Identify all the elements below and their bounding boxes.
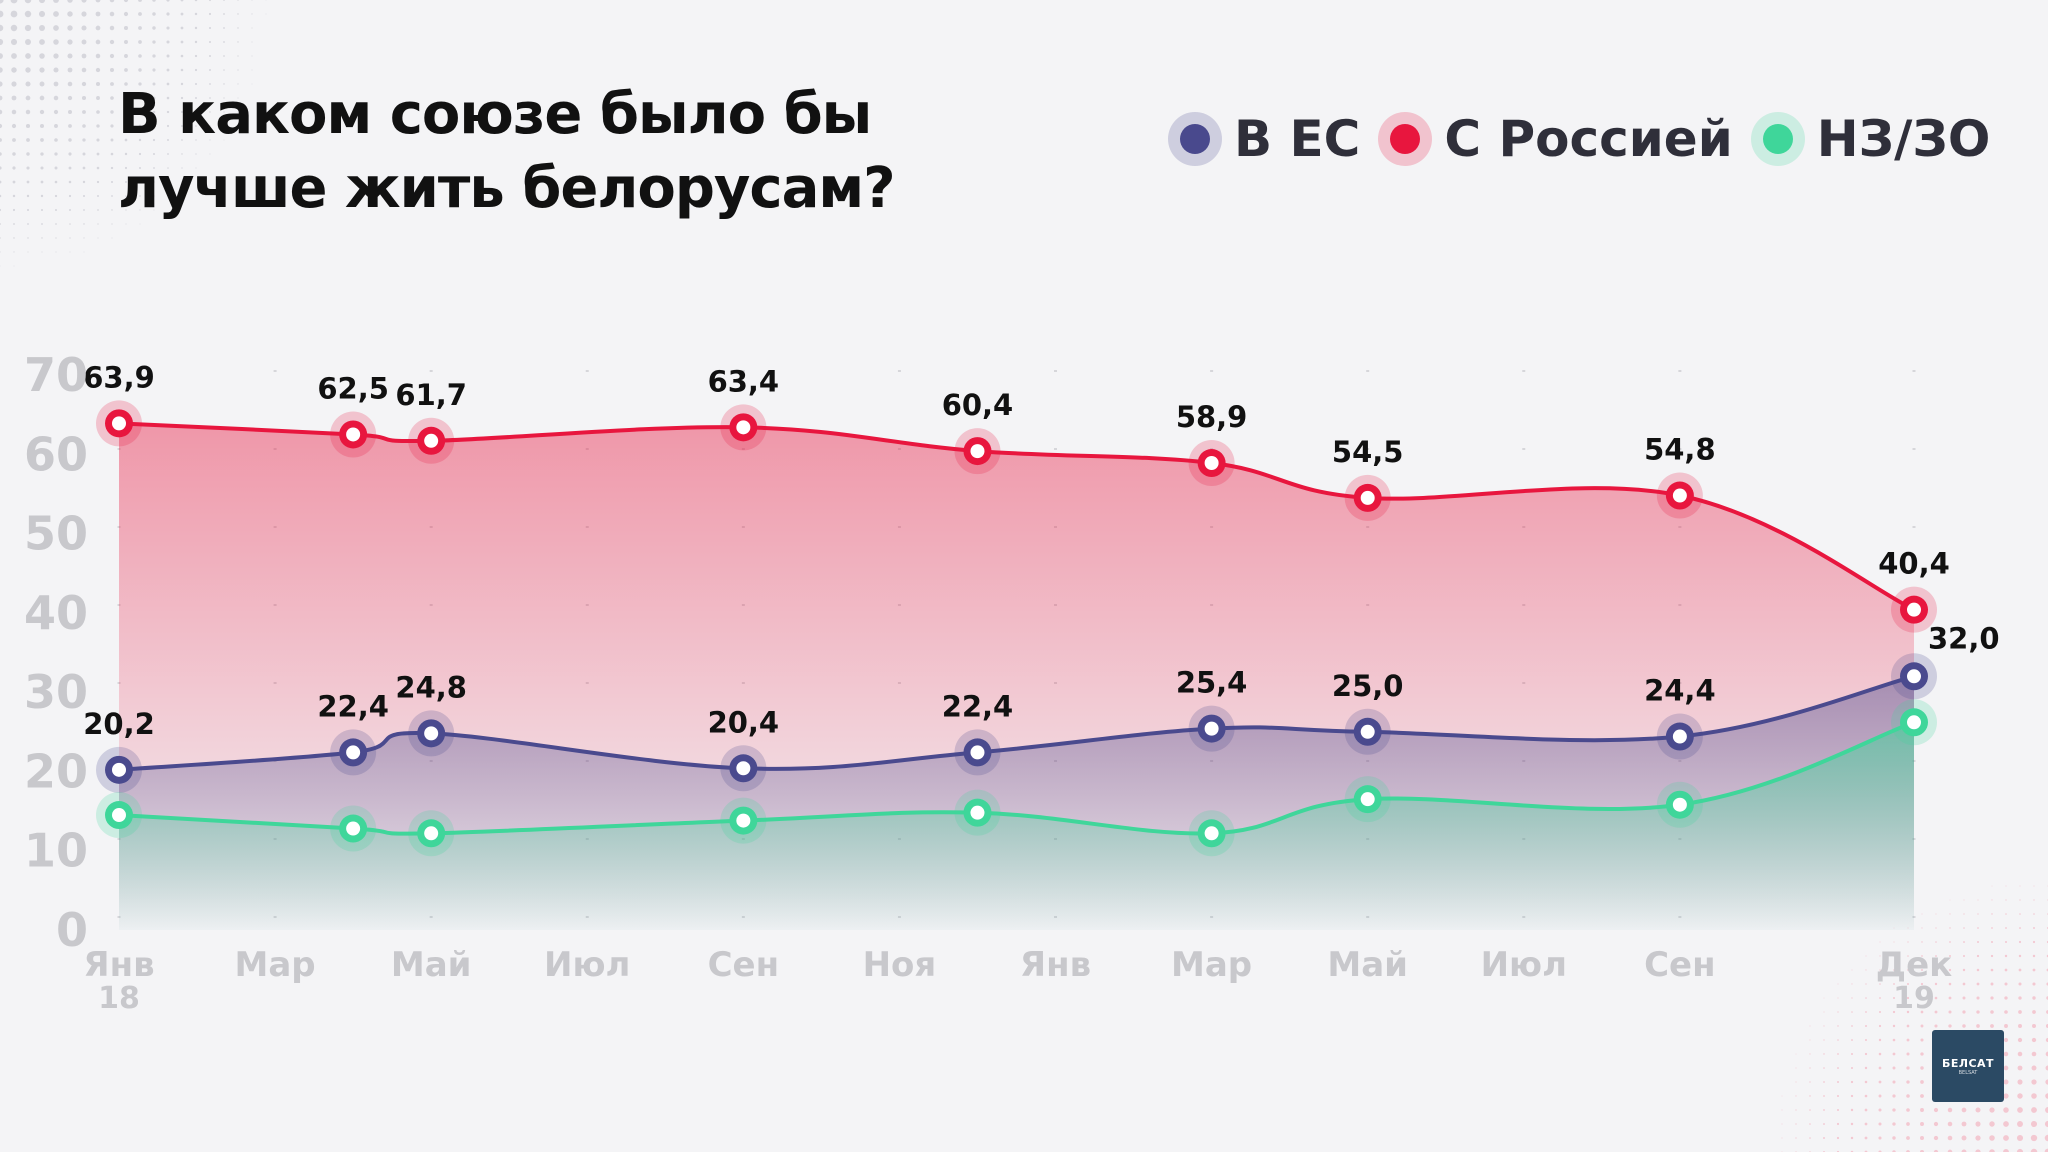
data-label-eu: 22,4	[317, 689, 389, 723]
data-label-eu: 25,0	[1332, 669, 1404, 703]
data-label-eu: 32,0	[1928, 621, 2000, 655]
legend-label-russia: С Россией	[1444, 110, 1733, 168]
y-tick-label: 50	[24, 507, 88, 561]
data-label-eu: 20,4	[708, 705, 780, 739]
legend-dot-nz-icon	[1750, 112, 1805, 166]
point-center-russia	[424, 433, 439, 448]
point-center-eu	[1907, 669, 1921, 684]
data-label-russia: 54,5	[1332, 435, 1404, 469]
y-tick-label: 60	[24, 427, 88, 481]
point-center-russia	[970, 444, 985, 459]
point-center-eu	[1672, 729, 1687, 744]
markers-russia: 63,9 62,5 61,7 63,4 60,4 58,9 54,5 54,8 40,4	[83, 360, 1950, 633]
point-center-russia	[1672, 488, 1687, 503]
point-center-nz	[736, 813, 751, 828]
y-tick-label: 30	[24, 665, 88, 719]
x-tick-label: Дек	[1876, 945, 1952, 985]
data-label-eu: 24,8	[395, 670, 467, 704]
point-center-nz	[1672, 797, 1687, 812]
markers-nz	[96, 699, 1937, 857]
markers-eu: 20,222,424,820,4 22,425,4 25,0 24,432,0	[83, 621, 2000, 793]
x-tick-label: Май	[1327, 945, 1408, 985]
point-center-nz	[424, 826, 439, 841]
legend-item-russia: С Россией	[1378, 110, 1733, 168]
point-center-nz	[970, 805, 985, 820]
data-label-russia: 58,9	[1176, 400, 1248, 434]
legend-item-nz: НЗ/ЗО	[1750, 110, 1991, 168]
point-center-eu	[346, 745, 361, 760]
data-label-eu: 22,4	[942, 689, 1014, 723]
data-label-russia: 63,9	[83, 360, 155, 394]
point-center-russia	[736, 420, 751, 435]
y-tick-label: 0	[56, 903, 88, 957]
x-tick-label: Ноя	[863, 945, 937, 985]
legend-item-eu: В ЕС	[1168, 110, 1361, 168]
y-tick-label: 70	[24, 348, 88, 402]
x-tick-label: Май	[391, 945, 472, 985]
legend-label-nz: НЗ/ЗО	[1816, 110, 1991, 168]
data-label-russia: 61,7	[395, 378, 467, 412]
data-label-russia: 63,4	[708, 364, 780, 398]
data-label-eu: 20,2	[83, 707, 155, 741]
data-label-russia: 54,8	[1644, 433, 1716, 467]
x-tick-label: Сен	[1644, 945, 1716, 985]
x-tick-label: Янв	[1020, 945, 1091, 985]
x-tick-label: Янв	[83, 945, 154, 985]
point-center-nz	[1360, 792, 1375, 807]
point-center-russia	[1360, 490, 1375, 505]
data-label-russia: 62,5	[317, 371, 389, 405]
data-label-eu: 24,4	[1644, 674, 1716, 708]
x-tick-label: Мар	[235, 945, 316, 985]
y-tick-label: 20	[24, 744, 88, 798]
point-center-nz	[1907, 715, 1921, 730]
point-center-russia	[112, 416, 126, 431]
point-center-russia	[1907, 602, 1921, 617]
x-tick-sublabel: 19	[1893, 981, 1935, 1016]
point-center-eu	[1204, 721, 1219, 736]
x-tick-label: Июл	[1481, 945, 1567, 985]
legend-dot-russia-icon	[1378, 112, 1433, 166]
legend-label-eu: В ЕС	[1234, 110, 1361, 168]
point-center-nz	[1204, 826, 1219, 841]
belsat-logo: БЕЛСАТ BELSAT	[1932, 1030, 2004, 1102]
x-tick-label: Сен	[708, 945, 780, 985]
y-tick-label: 10	[24, 824, 88, 878]
point-center-nz	[346, 821, 361, 836]
legend: В ЕС С Россией НЗ/ЗО	[1168, 110, 2020, 168]
legend-dot-eu-icon	[1168, 112, 1222, 166]
area-nz	[119, 722, 1914, 930]
point-center-eu	[112, 762, 126, 777]
logo-sub-text: BELSAT	[1958, 1069, 1978, 1076]
logo-main-text: БЕЛСАТ	[1941, 1056, 1995, 1070]
y-axis: 0 10 20 30 40 50 60 70	[24, 348, 88, 957]
point-center-nz	[112, 808, 126, 823]
data-label-russia: 60,4	[942, 388, 1014, 422]
x-tick-label: Июл	[544, 945, 630, 985]
point-center-russia	[346, 427, 361, 442]
x-tick-label: Мар	[1171, 945, 1252, 985]
y-tick-label: 40	[24, 586, 88, 640]
x-tick-sublabel: 18	[98, 981, 140, 1016]
data-label-eu: 25,4	[1176, 666, 1248, 700]
point-center-eu	[1360, 724, 1375, 739]
point-center-eu	[424, 726, 439, 741]
data-label-russia: 40,4	[1878, 547, 1950, 581]
chart-title: В каком союзе было бы лучше жить белорус…	[118, 82, 896, 221]
point-center-eu	[736, 761, 751, 776]
point-center-russia	[1204, 456, 1219, 471]
point-center-eu	[970, 745, 985, 760]
